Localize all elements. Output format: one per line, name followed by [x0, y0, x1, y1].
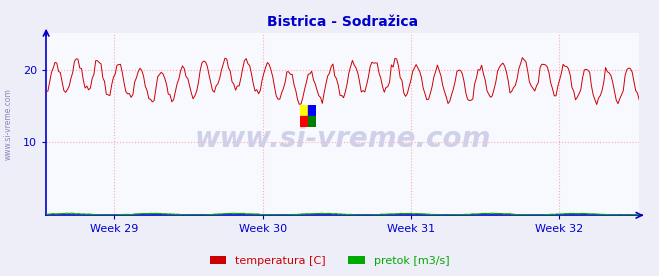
Legend: temperatura [C], pretok [m3/s]: temperatura [C], pretok [m3/s] — [205, 251, 454, 270]
Text: www.si-vreme.com: www.si-vreme.com — [3, 88, 13, 160]
Bar — [308, 105, 316, 116]
Bar — [308, 116, 316, 127]
Bar — [300, 105, 308, 116]
Title: Bistrica - Sodražica: Bistrica - Sodražica — [267, 15, 418, 29]
Text: www.si-vreme.com: www.si-vreme.com — [194, 125, 491, 153]
Bar — [300, 116, 308, 127]
